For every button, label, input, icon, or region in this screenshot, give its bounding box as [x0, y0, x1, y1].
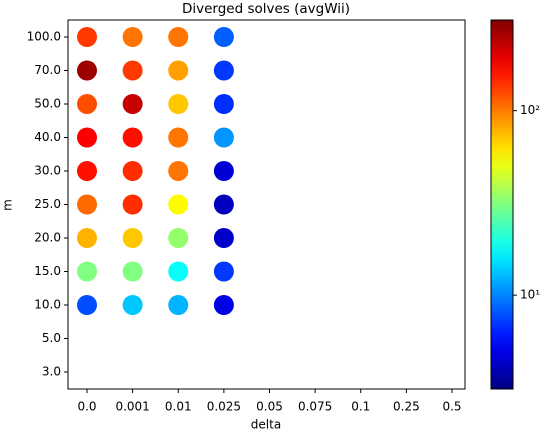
x-tick-label: 0.1 — [351, 400, 370, 414]
point — [77, 27, 97, 47]
y-tick-label: 40.0 — [34, 130, 61, 144]
point — [213, 127, 234, 148]
point — [168, 295, 189, 315]
chart-title: Diverged solves (avgWii) — [182, 1, 350, 17]
point — [213, 228, 234, 248]
y-tick-label: 70.0 — [34, 63, 61, 77]
point — [213, 94, 234, 114]
y-tick-label: 15.0 — [34, 264, 61, 278]
point — [122, 228, 143, 248]
colorbar-tick-label: 10¹ — [520, 288, 540, 302]
point — [77, 194, 97, 215]
point — [168, 261, 189, 282]
point — [168, 194, 189, 215]
point — [213, 261, 234, 282]
point — [213, 295, 234, 315]
point — [77, 228, 97, 248]
x-axis-label: delta — [251, 418, 281, 432]
x-tick-label: 0.025 — [207, 400, 241, 414]
point — [168, 60, 189, 81]
point — [77, 127, 97, 148]
point — [122, 161, 143, 181]
y-tick-label: 3.0 — [42, 365, 61, 379]
y-tick-label: 30.0 — [34, 164, 61, 178]
y-tick-label: 5.0 — [42, 331, 61, 345]
x-tick-label: 0.075 — [298, 400, 332, 414]
point — [77, 261, 97, 282]
colorbar-tick-label: 10² — [520, 103, 540, 117]
point — [122, 94, 143, 114]
point — [77, 94, 97, 114]
point — [168, 27, 189, 47]
y-tick-label: 25.0 — [34, 197, 61, 211]
x-tick-label: 0.0 — [77, 400, 96, 414]
point — [213, 60, 234, 81]
y-axis-label: m — [1, 199, 15, 211]
point — [77, 60, 97, 81]
point — [213, 194, 234, 215]
point — [168, 94, 189, 114]
point — [168, 161, 189, 181]
point — [122, 60, 143, 81]
colorbar — [490, 19, 514, 390]
x-tick-label: 0.001 — [115, 400, 149, 414]
point — [122, 261, 143, 282]
y-tick-label: 50.0 — [34, 97, 61, 111]
point — [122, 194, 143, 215]
x-tick-label: 0.01 — [165, 400, 192, 414]
point — [122, 27, 143, 47]
point — [122, 295, 143, 315]
point — [77, 161, 97, 181]
x-tick-label: 0.25 — [393, 400, 420, 414]
point — [77, 295, 97, 315]
x-tick-label: 0.05 — [256, 400, 283, 414]
point — [213, 161, 234, 181]
point — [168, 228, 189, 248]
y-tick-label: 10.0 — [34, 298, 61, 312]
y-tick-label: 20.0 — [34, 231, 61, 245]
point — [168, 127, 189, 148]
y-tick-label: 100.0 — [27, 30, 61, 44]
point — [122, 127, 143, 148]
x-tick-label: 0.5 — [442, 400, 461, 414]
point — [213, 27, 234, 47]
